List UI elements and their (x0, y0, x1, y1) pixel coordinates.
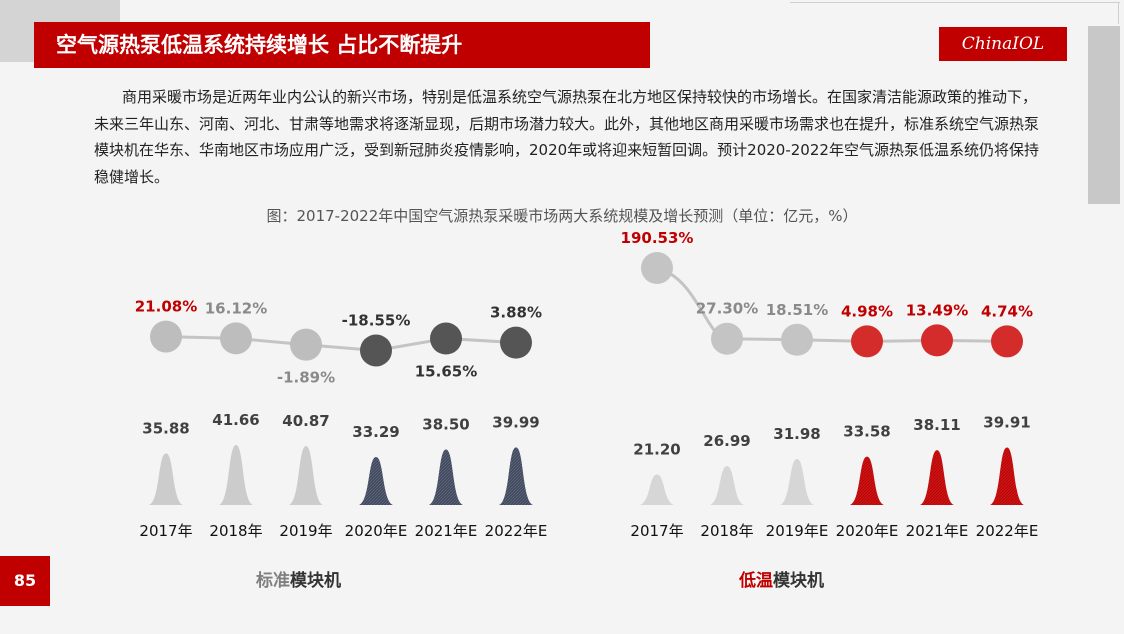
standard-value-mark (149, 453, 183, 505)
lowtemp-year-label: 2017年 (630, 522, 683, 540)
standard-growth-dot (360, 334, 392, 367)
lowtemp-value-label: 31.98 (773, 425, 820, 443)
lowtemp-growth-label: 4.98% (841, 302, 893, 320)
standard-growth-label: 21.08% (135, 298, 197, 316)
lowtemp-growth-dot (711, 322, 743, 355)
lowtemp-growth-dot (851, 325, 883, 358)
chinaiol-logo: ChinaIOL (939, 27, 1067, 61)
lowtemp-year-label: 2020年E (836, 522, 899, 540)
standard-year-label: 2018年 (209, 522, 262, 540)
intro-paragraph: 商用采暖市场是近两年业内公认的新兴市场，特别是低温系统空气源热泵在北方地区保持较… (94, 88, 1040, 186)
lowtemp-year-label: 2022年E (976, 522, 1039, 540)
lowtemp-value-mark (640, 474, 674, 505)
lowtemp-year-label: 2018年 (700, 522, 753, 540)
lowtemp-value-label: 21.20 (633, 440, 680, 458)
standard-value-label: 38.50 (422, 416, 469, 434)
lowtemp-growth-label: 13.49% (906, 301, 968, 319)
standard-value-label: 41.66 (212, 411, 259, 429)
standard-value-label: 40.87 (282, 412, 329, 430)
lowtemp-growth-label: 4.74% (981, 302, 1033, 320)
standard-year-label: 2019年 (279, 522, 332, 540)
standard-growth-dot (430, 322, 462, 355)
lowtemp-growth-dot (991, 325, 1023, 358)
lowtemp-growth-dot (781, 323, 813, 356)
standard-value-mark (219, 445, 253, 505)
lowtemp-year-label: 2021年E (906, 522, 969, 540)
page-number: 85 (0, 556, 50, 606)
lowtemp-value-label: 26.99 (703, 432, 750, 450)
lowtemp-growth-dot (921, 324, 953, 357)
lowtemp-value-mark (990, 447, 1024, 505)
figure-caption: 图：2017-2022年中国空气源热泵采暖市场两大系统规模及增长预测（单位：亿元… (266, 207, 858, 225)
lowtemp-value-mark (710, 466, 744, 505)
standard-growth-label: -18.55% (342, 311, 411, 329)
lowtemp-value-label: 33.58 (843, 423, 890, 441)
standard-value-label: 33.29 (352, 423, 399, 441)
page-title: 空气源热泵低温系统持续增长 占比不断提升 (34, 22, 650, 68)
lowtemp-value-label: 39.91 (983, 414, 1030, 432)
corner-line (1118, 2, 1119, 24)
chart-title-standard: 标准模块机 (256, 566, 341, 591)
lowtemp-year-label: 2019年E (766, 522, 829, 540)
standard-growth-label: 15.65% (415, 363, 477, 381)
standard-value-mark (429, 449, 463, 505)
chart-title-highlight: 低温 (739, 571, 773, 591)
standard-growth-dot (500, 326, 532, 359)
standard-growth-label: 3.88% (490, 304, 542, 322)
lowtemp-value-mark (850, 456, 884, 505)
lowtemp-growth-label: 18.51% (766, 301, 828, 319)
corner-line (790, 2, 1120, 3)
standard-growth-dot (150, 320, 182, 353)
lowtemp-value-mark (780, 458, 814, 505)
standard-year-label: 2022年E (485, 522, 548, 540)
lowtemp-growth-dot (641, 252, 673, 284)
standard-value-mark (359, 457, 393, 505)
lowtemp-value-mark (920, 450, 954, 505)
chart-title-highlight: 标准 (256, 571, 290, 591)
lowtemp-growth-label: 27.30% (696, 300, 758, 318)
standard-value-label: 39.99 (492, 413, 539, 431)
standard-growth-dot (290, 328, 322, 361)
chart-title-rest: 模块机 (290, 571, 341, 591)
chart-title-rest: 模块机 (773, 571, 824, 591)
lowtemp-value-label: 38.11 (913, 416, 960, 434)
standard-growth-line (165, 335, 517, 353)
chart-title-low-temp: 低温模块机 (739, 566, 824, 591)
standard-year-label: 2021年E (415, 522, 478, 540)
standard-value-mark (289, 446, 323, 505)
standard-value-mark (499, 447, 533, 505)
standard-growth-label: -1.89% (277, 369, 335, 387)
standard-year-label: 2017年 (139, 522, 192, 540)
standard-year-label: 2020年E (345, 522, 408, 540)
side-scroll-decoration (1088, 26, 1120, 204)
standard-growth-dot (220, 322, 252, 355)
lowtemp-growth-label: 190.53% (621, 229, 694, 247)
standard-growth-label: 16.12% (205, 299, 267, 317)
standard-value-label: 35.88 (142, 419, 189, 437)
